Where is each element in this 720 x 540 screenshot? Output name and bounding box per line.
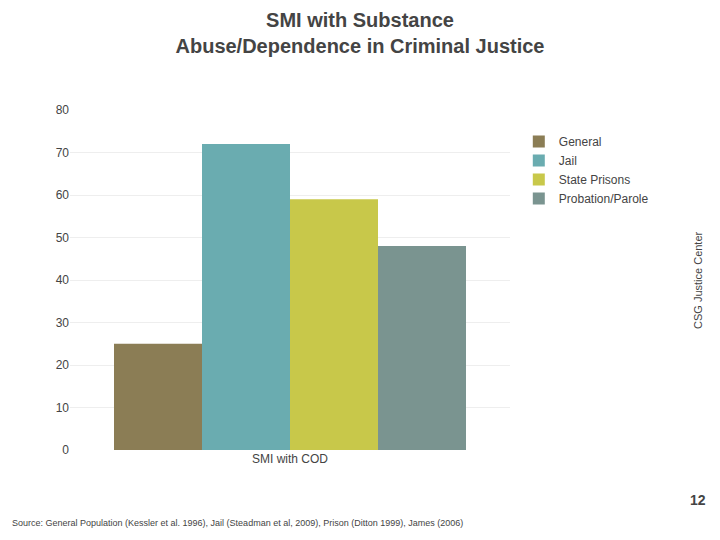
svg-text:80: 80 bbox=[56, 103, 70, 117]
svg-text:30: 30 bbox=[56, 316, 70, 330]
svg-text:Jail: Jail bbox=[559, 154, 577, 168]
svg-text:Probation/Parole: Probation/Parole bbox=[559, 192, 649, 206]
svg-text:10: 10 bbox=[56, 401, 70, 415]
svg-text:SMI with COD: SMI with COD bbox=[252, 452, 328, 466]
svg-text:CSG Justice Center: CSG Justice Center bbox=[692, 231, 704, 329]
svg-text:60: 60 bbox=[56, 188, 70, 202]
svg-text:SMI with SubstanceAbuse/Depend: SMI with SubstanceAbuse/Dependence in Cr… bbox=[176, 9, 545, 57]
svg-text:0: 0 bbox=[62, 443, 69, 457]
svg-text:20: 20 bbox=[56, 358, 70, 372]
svg-text:General: General bbox=[559, 135, 602, 149]
svg-text:Source: General Population (Ke: Source: General Population (Kessler et a… bbox=[12, 518, 463, 528]
svg-text:State Prisons: State Prisons bbox=[559, 173, 630, 187]
svg-text:12: 12 bbox=[690, 492, 706, 508]
svg-text:40: 40 bbox=[56, 273, 70, 287]
svg-text:70: 70 bbox=[56, 146, 70, 160]
svg-text:50: 50 bbox=[56, 231, 70, 245]
